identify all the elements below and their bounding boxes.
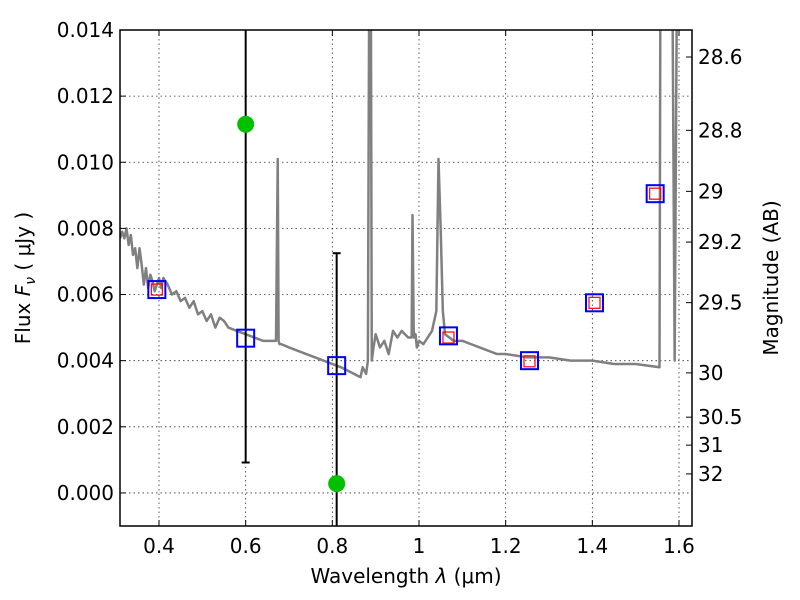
y-tick-label: 0.002 bbox=[57, 415, 114, 439]
blue-square-point bbox=[585, 293, 604, 313]
red-square-point bbox=[649, 187, 662, 200]
blue-square-point bbox=[327, 356, 347, 376]
blue-square-point bbox=[236, 328, 256, 348]
y-tick-label: 0.004 bbox=[57, 349, 114, 373]
y-tick-label: 0.014 bbox=[57, 18, 114, 42]
mag-tick-label: 32 bbox=[698, 462, 723, 486]
y-tick-label: 0.006 bbox=[57, 283, 114, 307]
ticks: 0.4 0.6 0.8 1 1.2 1.4 1.6 0.000 0.002 0.004 0.006 0… bbox=[57, 18, 743, 558]
blue-square-point bbox=[645, 184, 665, 204]
plot-frame bbox=[119, 29, 693, 527]
x-axis-label-lambda: λ bbox=[434, 564, 447, 588]
markers bbox=[147, 115, 665, 493]
y-axis-label-f: F bbox=[11, 284, 35, 296]
plot-area bbox=[120, 30, 678, 526]
red-square-point bbox=[523, 355, 536, 368]
mag-tick-label: 29 bbox=[698, 179, 723, 203]
green-circle-point bbox=[237, 115, 255, 133]
x-tick-label: 1.6 bbox=[663, 534, 695, 558]
y2-axis-label: Magnitude (AB) bbox=[759, 200, 783, 355]
mag-tick-label: 30 bbox=[698, 361, 723, 385]
x-tick-label: 1.2 bbox=[490, 534, 522, 558]
mag-tick-label: 29.5 bbox=[698, 291, 743, 315]
mag-tick-label: 29.2 bbox=[698, 230, 743, 254]
x-tick-label: 1 bbox=[413, 534, 426, 558]
y-axis-label-nu: ν bbox=[23, 277, 39, 285]
x-tick-label: 0.8 bbox=[316, 534, 348, 558]
blue-square-point bbox=[520, 351, 539, 371]
mag-tick-label: 28.8 bbox=[698, 118, 743, 142]
y-tick-label: 0.012 bbox=[57, 84, 114, 108]
x-axis-label: Wavelength λ (μm) bbox=[310, 564, 501, 588]
grid bbox=[120, 29, 692, 526]
y-axis-label: Flux Fν ( μJy ) bbox=[11, 212, 39, 344]
mag-tick-label: 30.5 bbox=[698, 405, 743, 429]
blue-square-point bbox=[438, 326, 458, 346]
red-square-point bbox=[150, 283, 163, 296]
x-tick-label: 1.4 bbox=[576, 534, 608, 558]
y-tick-label: 0.008 bbox=[57, 216, 114, 240]
blue-square-point bbox=[147, 280, 167, 300]
error-bars bbox=[241, 30, 341, 526]
mag-tick-label: 31 bbox=[698, 433, 723, 457]
green-circle-point bbox=[328, 475, 346, 493]
red-square-point bbox=[588, 296, 601, 309]
y-tick-label: 0.010 bbox=[57, 150, 114, 174]
mag-tick-label: 28.6 bbox=[698, 45, 743, 69]
spectrum-line bbox=[120, 30, 678, 379]
red-square-point bbox=[442, 331, 455, 344]
x-tick-label: 0.6 bbox=[230, 534, 262, 558]
y-tick-label: 0.000 bbox=[57, 481, 114, 505]
x-tick-label: 0.4 bbox=[143, 534, 175, 558]
